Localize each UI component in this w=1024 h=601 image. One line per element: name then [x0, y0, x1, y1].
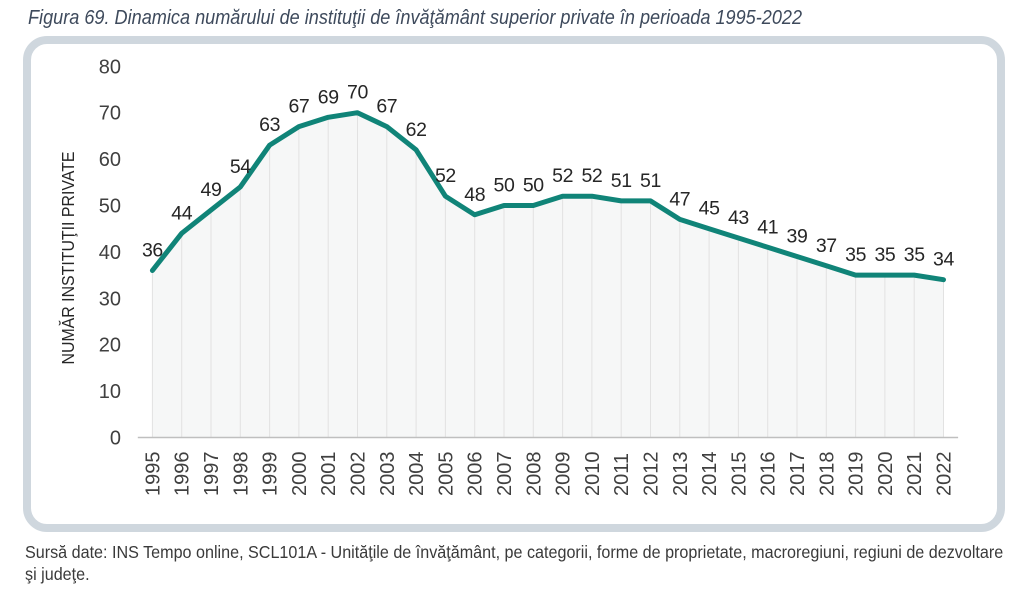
- svg-text:2013: 2013: [670, 452, 692, 497]
- svg-text:50: 50: [523, 175, 544, 197]
- svg-text:1998: 1998: [230, 452, 252, 497]
- svg-text:2009: 2009: [553, 452, 575, 497]
- svg-text:52: 52: [552, 165, 573, 187]
- svg-text:2021: 2021: [904, 452, 926, 497]
- svg-text:2020: 2020: [875, 452, 897, 497]
- svg-text:2011: 2011: [611, 453, 633, 496]
- svg-text:2004: 2004: [406, 452, 428, 497]
- svg-text:80: 80: [99, 56, 121, 78]
- svg-text:54: 54: [230, 156, 251, 178]
- svg-text:60: 60: [99, 149, 121, 171]
- svg-text:37: 37: [816, 235, 837, 257]
- svg-text:2015: 2015: [728, 452, 750, 497]
- svg-text:52: 52: [581, 165, 602, 187]
- svg-text:50: 50: [99, 196, 121, 218]
- svg-text:1996: 1996: [172, 452, 194, 497]
- svg-text:62: 62: [406, 119, 427, 141]
- svg-text:2019: 2019: [846, 452, 868, 497]
- svg-text:30: 30: [99, 288, 121, 310]
- svg-text:2002: 2002: [348, 452, 370, 497]
- svg-text:51: 51: [611, 170, 632, 192]
- svg-text:48: 48: [464, 184, 485, 206]
- svg-text:2008: 2008: [523, 452, 545, 497]
- svg-text:44: 44: [171, 202, 192, 224]
- svg-text:35: 35: [845, 244, 866, 266]
- svg-text:52: 52: [435, 165, 456, 187]
- svg-text:2016: 2016: [758, 452, 780, 497]
- svg-text:10: 10: [99, 381, 121, 403]
- svg-text:NUMĂR INSTITUŢII PRIVATE: NUMĂR INSTITUŢII PRIVATE: [58, 152, 78, 365]
- svg-text:2012: 2012: [641, 452, 663, 497]
- svg-text:2007: 2007: [494, 452, 516, 497]
- svg-text:2010: 2010: [582, 452, 604, 497]
- svg-text:50: 50: [494, 175, 515, 197]
- svg-text:2018: 2018: [816, 452, 838, 497]
- svg-text:70: 70: [347, 82, 368, 104]
- svg-text:47: 47: [669, 188, 690, 210]
- svg-text:1995: 1995: [142, 452, 164, 497]
- svg-text:36: 36: [142, 240, 163, 262]
- svg-text:2014: 2014: [699, 452, 721, 497]
- svg-text:69: 69: [318, 86, 339, 108]
- svg-text:1999: 1999: [260, 452, 282, 497]
- svg-text:1997: 1997: [201, 452, 223, 497]
- svg-text:2006: 2006: [465, 452, 487, 497]
- svg-text:67: 67: [376, 96, 397, 118]
- svg-text:35: 35: [874, 244, 895, 266]
- svg-text:41: 41: [757, 216, 778, 238]
- svg-text:49: 49: [201, 179, 222, 201]
- svg-text:43: 43: [728, 207, 749, 229]
- svg-text:20: 20: [99, 335, 121, 357]
- svg-text:2017: 2017: [787, 452, 809, 497]
- svg-text:0: 0: [110, 428, 121, 450]
- svg-text:70: 70: [99, 103, 121, 125]
- svg-text:39: 39: [787, 226, 808, 248]
- svg-text:63: 63: [259, 114, 280, 136]
- svg-text:45: 45: [699, 198, 720, 220]
- svg-text:40: 40: [99, 242, 121, 264]
- svg-text:2005: 2005: [435, 452, 457, 497]
- svg-text:2000: 2000: [289, 452, 311, 497]
- svg-text:35: 35: [904, 244, 925, 266]
- svg-text:2001: 2001: [318, 452, 340, 497]
- svg-text:51: 51: [640, 170, 661, 192]
- svg-text:34: 34: [933, 249, 954, 271]
- svg-text:2022: 2022: [934, 452, 956, 497]
- svg-text:67: 67: [288, 96, 309, 118]
- svg-text:2003: 2003: [377, 452, 399, 497]
